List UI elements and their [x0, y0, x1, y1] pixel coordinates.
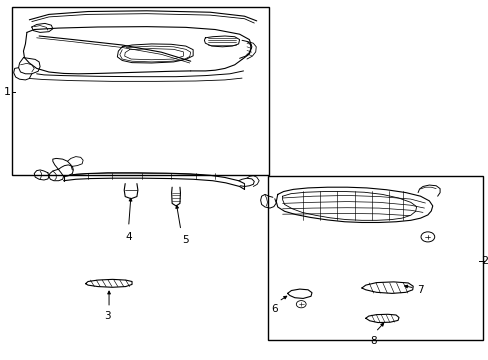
Bar	[267, 176, 482, 340]
Circle shape	[420, 232, 434, 242]
Text: 7: 7	[416, 285, 423, 295]
Text: 6: 6	[270, 304, 277, 314]
Text: 1: 1	[4, 87, 11, 97]
Text: 3: 3	[104, 311, 111, 321]
Text: 4: 4	[125, 232, 132, 242]
Text: 2: 2	[480, 256, 487, 266]
Text: 5: 5	[182, 235, 188, 246]
Bar	[12, 7, 268, 175]
Text: 8: 8	[369, 336, 376, 346]
Circle shape	[296, 301, 305, 308]
